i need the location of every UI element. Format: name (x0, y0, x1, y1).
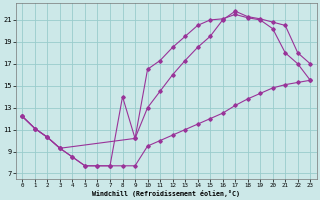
X-axis label: Windchill (Refroidissement éolien,°C): Windchill (Refroidissement éolien,°C) (92, 190, 240, 197)
